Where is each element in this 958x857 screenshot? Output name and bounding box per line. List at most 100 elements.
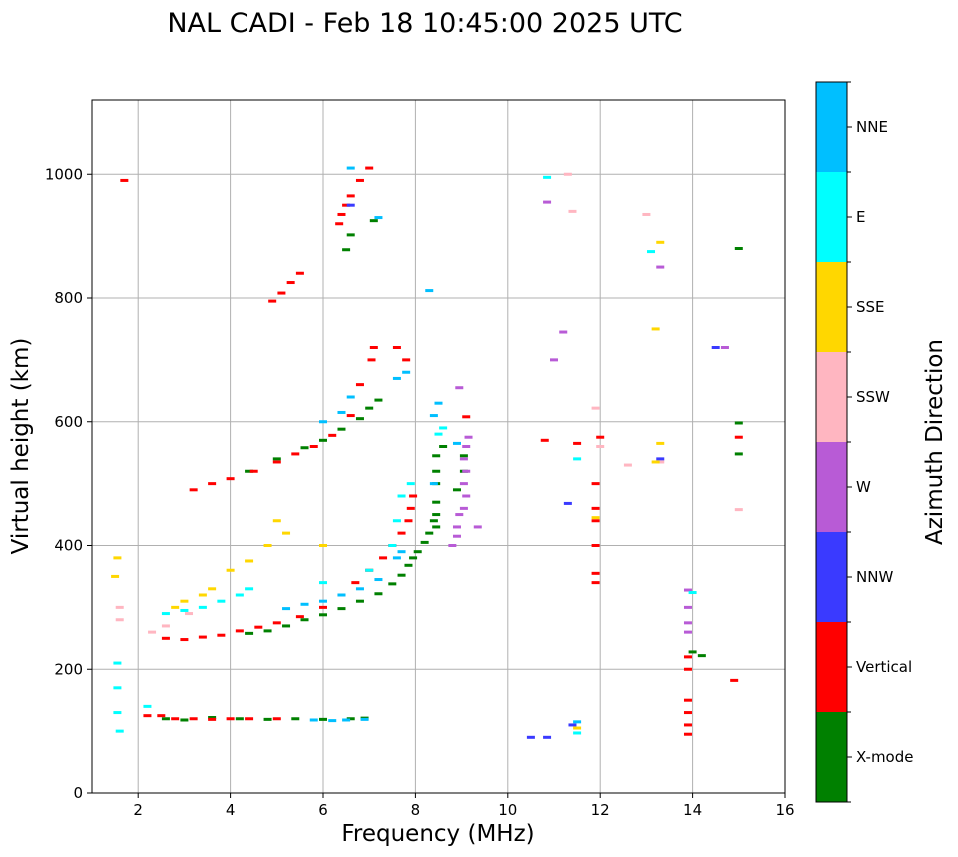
data-point	[300, 446, 309, 450]
data-point	[591, 516, 600, 520]
data-point	[734, 508, 743, 512]
data-point	[355, 178, 364, 182]
data-point	[319, 581, 327, 585]
y-tick-label: 1000	[45, 165, 83, 183]
data-point	[573, 731, 582, 735]
data-point	[328, 719, 337, 723]
x-tick-label: 4	[226, 801, 236, 819]
data-point	[596, 435, 605, 439]
data-point	[688, 650, 697, 654]
data-point	[683, 630, 692, 634]
data-point	[185, 612, 194, 616]
data-point	[434, 432, 443, 436]
data-point	[683, 621, 692, 625]
data-point	[573, 457, 582, 461]
data-point	[464, 435, 473, 439]
data-point	[459, 457, 468, 461]
y-axis-label: Virtual height (km)	[8, 338, 34, 555]
series-w	[448, 200, 729, 634]
data-point	[683, 655, 692, 659]
colorbar-tick-label: E	[856, 208, 865, 226]
colorbar-tick-label: SSE	[856, 298, 885, 316]
data-point	[337, 427, 346, 431]
colorbar-segment	[816, 262, 847, 352]
data-point	[429, 519, 438, 523]
y-axis-ticks: 0 200 400 600 800 1000	[45, 165, 92, 802]
data-point	[452, 488, 461, 492]
data-point	[369, 346, 378, 349]
data-point	[432, 525, 441, 529]
data-point	[734, 435, 743, 439]
data-point	[432, 500, 441, 504]
plot-area	[92, 100, 785, 793]
chart-title: NAL CADI - Feb 18 10:45:00 2025 UTC	[167, 8, 682, 39]
data-point	[656, 457, 665, 461]
data-point	[402, 370, 411, 374]
data-point	[143, 704, 152, 708]
data-point	[226, 568, 235, 572]
data-point	[161, 717, 170, 721]
data-point	[402, 358, 411, 362]
series-sse	[111, 240, 665, 730]
series-nnw	[346, 203, 720, 739]
data-point	[254, 625, 263, 629]
data-point	[591, 544, 600, 547]
colorbar-segment	[816, 82, 847, 172]
data-point	[374, 216, 383, 220]
data-point	[432, 513, 441, 517]
data-point	[291, 452, 300, 456]
data-point	[235, 629, 244, 633]
data-point	[397, 494, 406, 498]
data-point	[647, 250, 656, 254]
data-point	[113, 711, 122, 715]
data-point	[573, 441, 582, 445]
x-tick-label: 16	[775, 801, 794, 819]
data-point	[720, 346, 729, 349]
data-point	[226, 477, 235, 481]
data-point	[346, 194, 355, 198]
data-point	[734, 452, 743, 456]
data-point	[462, 494, 471, 498]
data-point	[404, 563, 413, 567]
data-point	[198, 635, 207, 639]
data-point	[148, 630, 157, 634]
data-point	[651, 327, 660, 331]
data-point	[180, 638, 189, 642]
data-point	[360, 717, 369, 721]
y-tick-label: 400	[54, 537, 83, 555]
plot-frame	[91, 99, 786, 794]
colorbar-tick-label: NNW	[856, 568, 893, 586]
y-tick-label: 200	[54, 660, 83, 678]
data-point	[235, 593, 244, 597]
data-point	[388, 544, 397, 547]
colorbar-tick-label: SSW	[856, 388, 890, 406]
data-point	[300, 618, 309, 622]
data-point	[439, 426, 448, 430]
data-point	[282, 624, 291, 628]
data-point	[563, 501, 572, 505]
data-point	[346, 203, 355, 207]
data-point	[180, 608, 189, 612]
data-point	[591, 581, 600, 585]
data-point	[337, 593, 346, 597]
data-point	[573, 726, 582, 730]
x-axis-label: Frequency (MHz)	[341, 821, 534, 847]
colorbar-segment	[816, 712, 847, 802]
data-point	[157, 714, 166, 718]
data-point	[392, 519, 401, 523]
data-point	[651, 460, 660, 464]
x-tick-label: 2	[133, 801, 143, 819]
data-point	[367, 358, 376, 362]
data-point	[282, 607, 291, 611]
data-point	[226, 717, 235, 721]
data-point	[355, 383, 364, 387]
data-point	[355, 599, 364, 603]
data-point	[268, 299, 277, 303]
data-point	[245, 717, 254, 721]
data-point	[328, 433, 337, 437]
data-point	[374, 398, 383, 402]
data-point	[526, 735, 535, 739]
data-point	[319, 420, 327, 424]
data-point	[397, 531, 406, 535]
data-point	[300, 602, 309, 606]
